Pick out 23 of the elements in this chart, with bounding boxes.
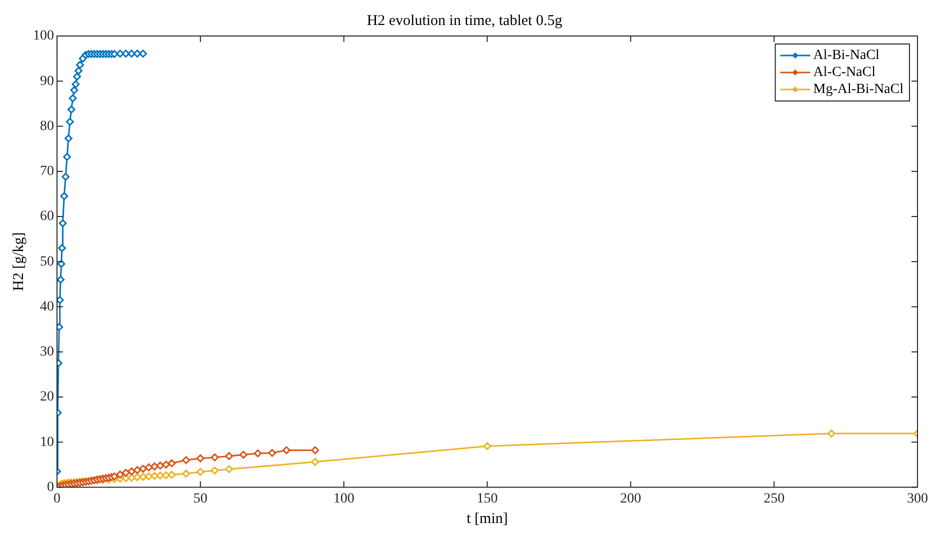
x-axis-title: t [min] xyxy=(466,510,508,527)
y-tick-label: 0 xyxy=(47,480,54,495)
x-tick-label: 300 xyxy=(907,491,928,506)
y-axis-title: H2 [g/kg] xyxy=(10,232,27,291)
y-tick-label: 80 xyxy=(40,118,54,134)
x-tick-label: 200 xyxy=(620,491,642,506)
y-tick-label: 60 xyxy=(40,209,54,224)
y-tick-label: 100 xyxy=(33,28,54,44)
y-tick-label: 50 xyxy=(40,254,54,270)
legend-label: Mg-Al-Bi-NaCl xyxy=(813,82,904,98)
y-tick-label: 30 xyxy=(40,344,54,360)
x-tick-label: 150 xyxy=(476,491,498,506)
legend-label: Al-C-NaCl xyxy=(813,65,876,80)
y-tick-label: 10 xyxy=(40,434,54,450)
x-tick-label: 50 xyxy=(193,491,208,506)
x-tick-label: 100 xyxy=(333,491,354,506)
y-tick-label: 40 xyxy=(40,299,54,314)
y-tick-label: 90 xyxy=(40,74,54,89)
chart-title: H2 evolution in time, tablet 0.5g xyxy=(366,12,563,29)
y-tick-label: 20 xyxy=(40,390,54,405)
legend-label: Al-Bi-NaCl xyxy=(813,48,880,64)
x-tick-label: 250 xyxy=(764,491,785,506)
y-tick-label: 70 xyxy=(40,164,54,180)
